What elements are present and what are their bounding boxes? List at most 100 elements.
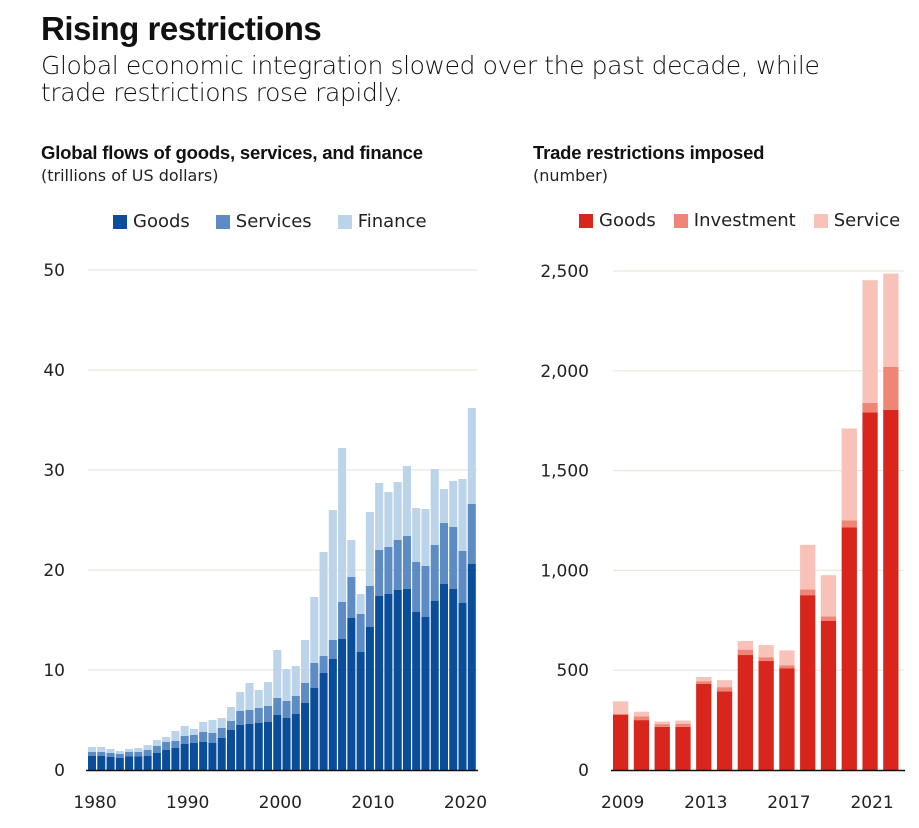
flows-bar-services-2015: [412, 562, 421, 612]
restrictions-xtick-label: 2009: [601, 793, 644, 813]
flows-bar-services-2000: [273, 698, 282, 715]
flows-bar-goods-1984: [125, 756, 134, 770]
legend-label: Goods: [599, 210, 656, 231]
flows-bar-services-2013: [393, 540, 402, 590]
flows-bar-services-1983: [115, 754, 124, 758]
flows-bar-services-1986: [143, 750, 152, 756]
flows-bar-finance-1990: [180, 726, 189, 736]
flows-bar-goods-2007: [338, 639, 347, 770]
restrictions-ytick-label: 1,000: [540, 561, 589, 581]
flows-chart-title: Global flows of goods, services, and fin…: [41, 142, 423, 163]
restrictions-bar-investment-2012: [675, 723, 691, 727]
flows-bar-services-2005: [319, 656, 328, 673]
flows-bar-goods-2001: [282, 718, 291, 770]
flows-bar-services-1982: [106, 753, 115, 757]
flows-bar-services-1985: [134, 752, 143, 757]
page-title: Rising restrictions: [41, 10, 322, 47]
restrictions-xtick-label: 2017: [767, 793, 810, 813]
flows-legend-finance: Finance: [337, 211, 427, 232]
restrictions-xtick-label: 2021: [850, 793, 893, 813]
restrictions-bar-goods-2018: [800, 595, 816, 770]
flows-bar-goods-2006: [328, 659, 337, 770]
restrictions-bar-goods-2019: [820, 620, 837, 770]
flows-bar-services-1988: [162, 742, 171, 750]
flows-bar-goods-2004: [310, 688, 319, 770]
flows-bar-services-1994: [217, 728, 226, 738]
flows-bar-finance-2012: [384, 492, 393, 547]
flows-bar-services-1993: [208, 733, 217, 743]
flows-bar-services-2021: [467, 504, 476, 564]
investment-swatch: [673, 213, 688, 228]
flows-bar-goods-1981: [97, 756, 106, 770]
goods-swatch: [579, 213, 593, 228]
legend-label: Service: [833, 210, 901, 231]
flows-xtick-label: 2020: [444, 793, 487, 813]
flows-bar-services-2012: [384, 547, 393, 594]
flows-bar-finance-2014: [402, 466, 411, 536]
flows-bar-finance-2013: [393, 482, 402, 540]
flows-bar-goods-2005: [319, 673, 328, 770]
flows-bar-services-2020: [458, 551, 467, 603]
restrictions-bar-goods-2009: [613, 714, 629, 770]
flows-bar-finance-2018: [439, 489, 449, 523]
flows-bar-finance-2020: [458, 479, 467, 551]
flows-bar-goods-2021: [467, 564, 476, 770]
restrictions-bar-service-2021: [862, 280, 878, 403]
flows-bar-finance-1986: [143, 745, 152, 750]
flows-bar-goods-1993: [208, 743, 217, 770]
flows-bar-goods-2014: [402, 589, 411, 770]
flows-bar-finance-1993: [208, 720, 217, 733]
restrictions-chart-unit: (number): [533, 166, 608, 185]
restrictions-bar-service-2011: [654, 721, 670, 725]
flows-bar-services-2003: [301, 683, 310, 703]
flows-ytick-label: 40: [43, 361, 65, 381]
restrictions-legend-goods: Goods: [579, 210, 656, 231]
flows-bar-goods-1988: [162, 750, 171, 770]
flows-bar-finance-2011: [375, 483, 384, 550]
flows-xtick-label: 1990: [166, 793, 209, 813]
flows-xtick-label: 1980: [73, 793, 116, 813]
flows-bar-finance-1997: [245, 683, 254, 710]
flows-bar-finance-2006: [328, 510, 337, 640]
flows-bar-goods-2015: [412, 612, 421, 770]
flows-bar-finance-1981: [97, 747, 106, 752]
flows-bar-services-2014: [402, 536, 411, 589]
flows-bar-finance-1998: [254, 690, 263, 708]
flows-bar-finance-2001: [282, 669, 291, 701]
restrictions-bar-goods-2020: [841, 527, 857, 770]
flows-bar-goods-1986: [143, 756, 152, 770]
flows-bar-services-2017: [430, 545, 439, 601]
flows-ytick-label: 30: [43, 461, 65, 481]
flows-xtick-label: 2010: [351, 793, 394, 813]
flows-bar-services-2016: [421, 566, 430, 617]
flows-ytick-label: 10: [43, 661, 65, 681]
restrictions-ytick-label: 0: [578, 761, 589, 781]
flows-bar-goods-2013: [393, 590, 402, 770]
restrictions-bar-service-2015: [737, 641, 753, 650]
flows-bar-services-2002: [291, 696, 300, 714]
restrictions-bar-goods-2012: [675, 726, 691, 770]
restrictions-ytick-label: 1,500: [540, 462, 589, 482]
flows-bar-services-2004: [310, 663, 319, 688]
flows-bar-goods-2000: [273, 715, 282, 770]
flows-bar-finance-1984: [125, 749, 134, 752]
flows-bar-services-1997: [245, 710, 254, 724]
flows-bar-services-1981: [97, 752, 106, 756]
flows-bar-goods-1994: [217, 738, 226, 770]
flows-bar-goods-1982: [106, 757, 115, 770]
flows-bar-goods-2017: [430, 601, 439, 770]
flows-bar-goods-2011: [375, 596, 384, 770]
flows-bar-finance-2003: [301, 640, 310, 683]
restrictions-ytick-label: 2,000: [540, 362, 589, 382]
flows-bar-services-2006: [328, 640, 337, 659]
flows-bar-goods-1998: [254, 723, 263, 770]
flows-bar-goods-1995: [226, 730, 235, 770]
flows-bar-goods-2003: [301, 703, 310, 770]
flows-bar-finance-2005: [319, 552, 328, 656]
restrictions-bar-investment-2009: [613, 713, 629, 715]
restrictions-bar-goods-2013: [696, 683, 712, 770]
flows-bar-finance-2016: [421, 509, 430, 566]
flows-bar-finance-1994: [217, 718, 226, 728]
flows-bar-goods-1980: [88, 756, 97, 770]
